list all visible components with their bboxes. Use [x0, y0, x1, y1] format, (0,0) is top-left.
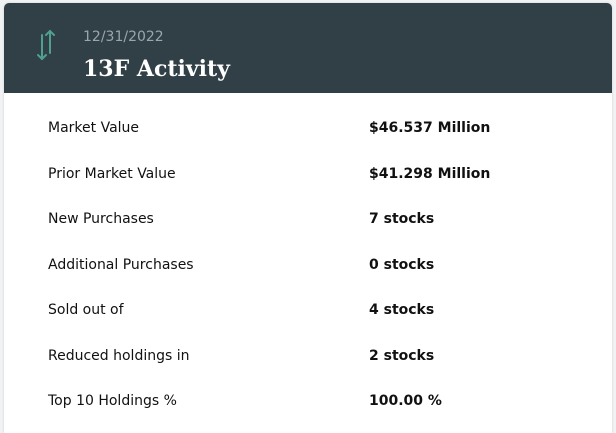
row-value: $41.298 Million	[369, 165, 491, 182]
table-row: New Purchases 7 stocks	[4, 211, 612, 231]
row-value: 2 stocks	[369, 347, 435, 364]
table-row: Additional Purchases 0 stocks	[4, 257, 612, 277]
row-label: Reduced holdings in	[48, 347, 190, 364]
report-date: 12/31/2022	[83, 29, 164, 45]
row-label: New Purchases	[48, 211, 154, 227]
row-value: $46.537 Million	[369, 120, 491, 136]
table-row: Top 10 Holdings % 100.00 %	[4, 393, 612, 413]
row-value: 100.00 %	[369, 393, 442, 409]
card-header: 12/31/2022 13F Activity	[4, 3, 612, 93]
card-title: 13F Activity	[83, 56, 230, 82]
row-label: Prior Market Value	[48, 165, 176, 182]
activity-icon	[37, 29, 55, 61]
row-value: 0 stocks	[369, 256, 435, 273]
row-label: Market Value	[48, 120, 140, 136]
row-value: 7 stocks	[369, 211, 435, 227]
table-row: Market Value $46.537 Million	[4, 120, 612, 140]
page: 12/31/2022 13F Activity Market Value $46.…	[4, 3, 612, 433]
row-label: Additional Purchases	[48, 256, 194, 273]
row-value: 4 stocks	[369, 302, 435, 318]
table-row: Prior Market Value $41.298 Million	[4, 166, 612, 186]
table-row: Reduced holdings in 2 stocks	[4, 348, 612, 368]
table-row: Sold out of 4 stocks	[4, 302, 612, 322]
row-label: Top 10 Holdings %	[48, 393, 177, 409]
activity-card: 12/31/2022 13F Activity Market Value $46.…	[4, 3, 612, 433]
row-label: Sold out of	[48, 302, 124, 318]
